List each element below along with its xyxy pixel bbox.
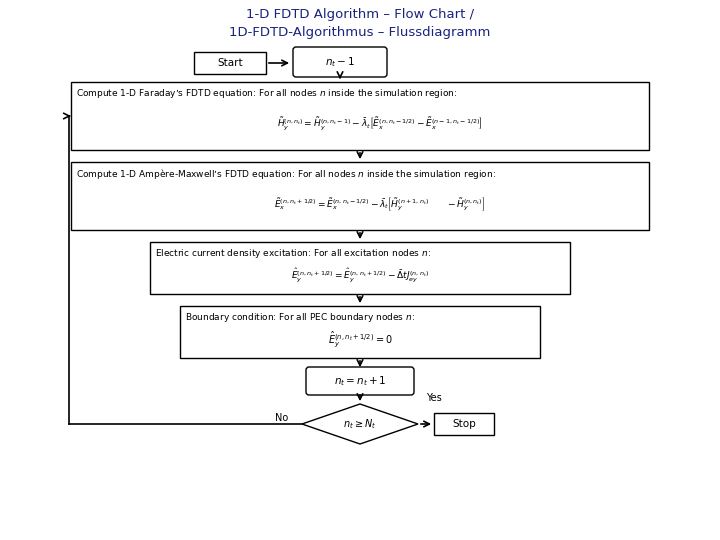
Text: Start: Start bbox=[217, 58, 243, 68]
Bar bbox=[150, 242, 570, 294]
Text: $\tilde{E}_x^{(n,n_t+1/2)} = \tilde{E}_x^{(n,n_t-1/2)} - \bar{\lambda}_t \left[ : $\tilde{E}_x^{(n,n_t+1/2)} = \tilde{E}_x… bbox=[274, 195, 486, 213]
Text: $\hat{E}_y^{(n,n_t+1/2)} = \hat{E}_y^{(n,n_t+1/2)} - \bar{\Delta}t J_{ey}^{(n,n_: $\hat{E}_y^{(n,n_t+1/2)} = \hat{E}_y^{(n… bbox=[291, 266, 429, 284]
Bar bbox=[434, 413, 494, 435]
Text: 1D-FDTD-Algorithmus – Flussdiagramm: 1D-FDTD-Algorithmus – Flussdiagramm bbox=[229, 26, 491, 39]
Text: Boundary condition: For all PEC boundary nodes $n$:: Boundary condition: For all PEC boundary… bbox=[185, 311, 415, 324]
Text: Compute 1-D Faraday’s FDTD equation: For all nodes $n$ inside the simulation reg: Compute 1-D Faraday’s FDTD equation: For… bbox=[76, 87, 457, 100]
Text: Compute 1-D Ampère-Maxwell’s FDTD equation: For all nodes $n$ inside the simulat: Compute 1-D Ampère-Maxwell’s FDTD equati… bbox=[76, 167, 496, 181]
Text: No: No bbox=[275, 413, 289, 423]
Text: $\hat{E}_y^{(n,n_t+1/2)} = 0$: $\hat{E}_y^{(n,n_t+1/2)} = 0$ bbox=[328, 329, 392, 349]
Text: $n_t = n_t + 1$: $n_t = n_t + 1$ bbox=[333, 374, 387, 388]
Bar bbox=[194, 52, 266, 74]
Text: Yes: Yes bbox=[426, 393, 442, 403]
Polygon shape bbox=[302, 404, 418, 444]
Text: $n_t - 1$: $n_t - 1$ bbox=[325, 55, 355, 69]
FancyBboxPatch shape bbox=[306, 367, 414, 395]
Text: $n_t \geq N_t$: $n_t \geq N_t$ bbox=[343, 417, 377, 431]
Bar bbox=[71, 82, 649, 150]
Text: Electric current density excitation: For all excitation nodes $n$:: Electric current density excitation: For… bbox=[155, 247, 431, 260]
Bar bbox=[71, 162, 649, 230]
Text: 1-D FDTD Algorithm – Flow Chart /: 1-D FDTD Algorithm – Flow Chart / bbox=[246, 8, 474, 21]
Text: Stop: Stop bbox=[452, 419, 476, 429]
Bar bbox=[180, 306, 540, 358]
FancyBboxPatch shape bbox=[293, 47, 387, 77]
Text: $\tilde{H}_y^{(n,n_t)} = \tilde{H}_y^{(n,n_t-1)} - \bar{\lambda}_t \left[ \tilde: $\tilde{H}_y^{(n,n_t)} = \tilde{H}_y^{(n… bbox=[277, 116, 483, 132]
